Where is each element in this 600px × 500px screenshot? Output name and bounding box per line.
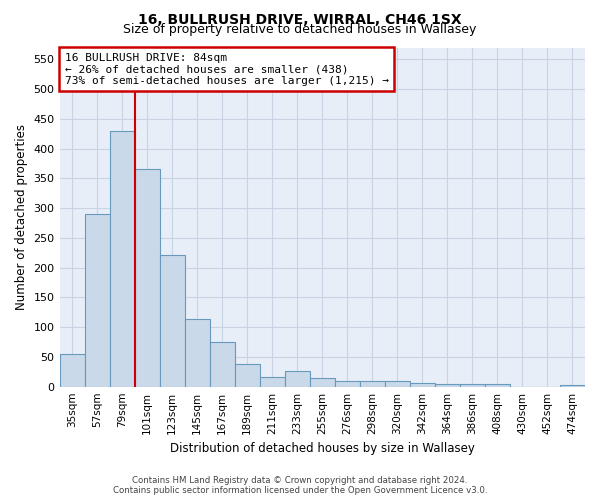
X-axis label: Distribution of detached houses by size in Wallasey: Distribution of detached houses by size …: [170, 442, 475, 455]
Bar: [435, 384, 460, 386]
Bar: [385, 380, 410, 386]
Text: Size of property relative to detached houses in Wallasey: Size of property relative to detached ho…: [124, 22, 476, 36]
Bar: [485, 384, 510, 386]
Bar: [460, 384, 485, 386]
Bar: [209, 342, 235, 386]
Bar: [185, 320, 209, 386]
Bar: [310, 378, 335, 386]
Bar: [360, 380, 385, 386]
Bar: [410, 383, 435, 386]
Text: 16, BULLRUSH DRIVE, WIRRAL, CH46 1SX: 16, BULLRUSH DRIVE, WIRRAL, CH46 1SX: [138, 12, 462, 26]
Bar: [134, 170, 160, 386]
Text: 16 BULLRUSH DRIVE: 84sqm
← 26% of detached houses are smaller (438)
73% of semi-: 16 BULLRUSH DRIVE: 84sqm ← 26% of detach…: [65, 52, 389, 86]
Text: Contains HM Land Registry data © Crown copyright and database right 2024.
Contai: Contains HM Land Registry data © Crown c…: [113, 476, 487, 495]
Bar: [235, 364, 260, 386]
Bar: [160, 254, 185, 386]
Bar: [110, 131, 134, 386]
Bar: [85, 214, 110, 386]
Bar: [59, 354, 85, 386]
Bar: [285, 370, 310, 386]
Y-axis label: Number of detached properties: Number of detached properties: [15, 124, 28, 310]
Bar: [560, 385, 585, 386]
Bar: [260, 377, 285, 386]
Bar: [335, 382, 360, 386]
